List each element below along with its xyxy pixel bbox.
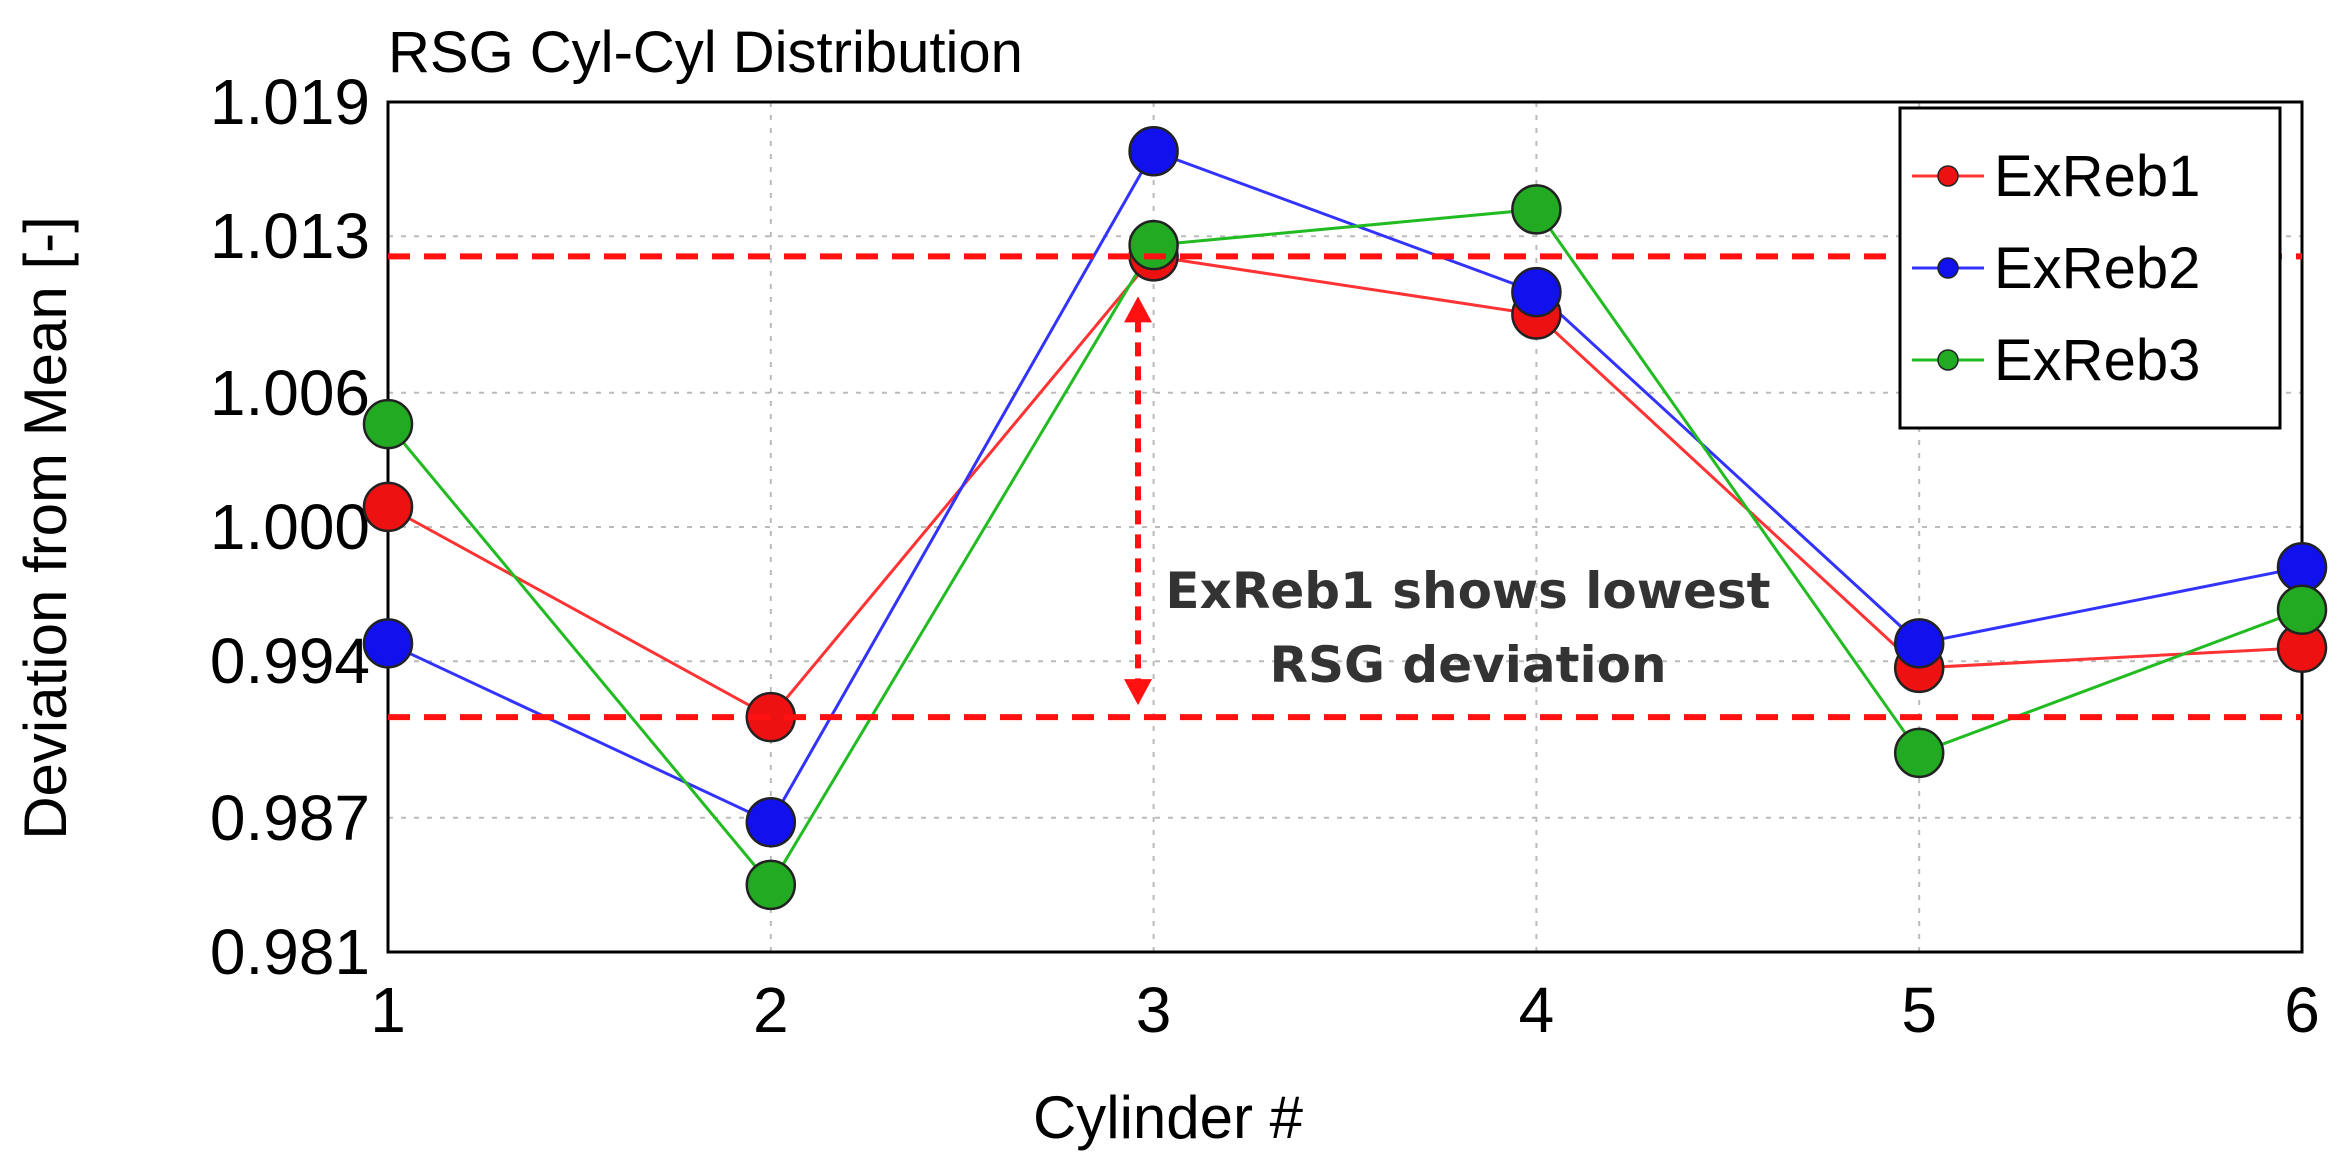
y-axis-label: Deviation from Mean [-]	[12, 216, 79, 840]
x-tick-label: 3	[1136, 974, 1172, 1046]
data-point-exreb2	[1128, 125, 1179, 177]
annotation-text-line1: ExReb1 shows lowest	[1165, 562, 1770, 620]
legend-label-exreb3: ExReb3	[1994, 328, 2200, 393]
data-point-exreb3	[745, 859, 797, 911]
x-tick-label: 4	[1519, 974, 1555, 1046]
legend-marker-exreb3	[1937, 349, 1959, 371]
x-tick-label: 1	[370, 974, 406, 1046]
y-tick-label: 1.006	[210, 357, 370, 429]
legend-marker-exreb1	[1937, 165, 1959, 187]
annotation-arrow-head-down	[1124, 679, 1152, 706]
data-point-exreb2	[2276, 542, 2328, 593]
legend: ExReb1 ExReb2 ExReb3	[1898, 106, 2282, 430]
x-tick-label: 2	[753, 974, 789, 1046]
x-tick-label: 5	[1901, 974, 1937, 1046]
series-line-exreb2	[387, 149, 2303, 825]
y-tick-label: 0.981	[210, 916, 370, 988]
y-tick-label: 1.000	[210, 491, 370, 563]
series-line-exreb1	[387, 254, 2303, 720]
data-point-exreb2	[362, 618, 414, 669]
legend-label-exreb2: ExReb2	[1994, 236, 2200, 301]
annotation: ExReb1 shows lowest RSG deviation	[1124, 296, 1771, 706]
y-tick-label: 1.013	[210, 200, 370, 272]
legend-label-exreb1: ExReb1	[1994, 144, 2200, 209]
chart-title: RSG Cyl-Cyl Distribution	[388, 20, 1023, 85]
x-axis-ticks: 1 2 3 4 5 6	[370, 974, 2320, 1046]
y-axis-ticks: 0.981 0.987 0.994 1.000 1.006 1.013 1.019	[210, 66, 370, 988]
x-tick-label: 6	[2284, 974, 2320, 1046]
series-layer	[362, 125, 2328, 911]
data-point-exreb3	[362, 398, 414, 450]
x-axis-label: Cylinder #	[1033, 1084, 1304, 1151]
annotation-arrow-head-up	[1124, 296, 1152, 323]
y-tick-label: 0.987	[210, 782, 370, 854]
data-point-exreb2	[1511, 266, 1562, 318]
data-point-exreb2	[1893, 618, 1945, 669]
data-point-exreb3	[2276, 584, 2328, 636]
y-tick-label: 0.994	[210, 625, 370, 697]
data-point-exreb3	[1893, 727, 1945, 779]
data-point-exreb3	[1128, 219, 1179, 271]
y-tick-label: 1.019	[210, 66, 370, 138]
annotation-text-line2: RSG deviation	[1269, 636, 1666, 694]
data-point-exreb3	[1511, 184, 1562, 235]
data-point-exreb2	[745, 797, 797, 848]
legend-marker-exreb2	[1937, 257, 1959, 279]
data-point-exreb1	[362, 481, 414, 533]
series-line-exreb3	[386, 207, 2303, 888]
